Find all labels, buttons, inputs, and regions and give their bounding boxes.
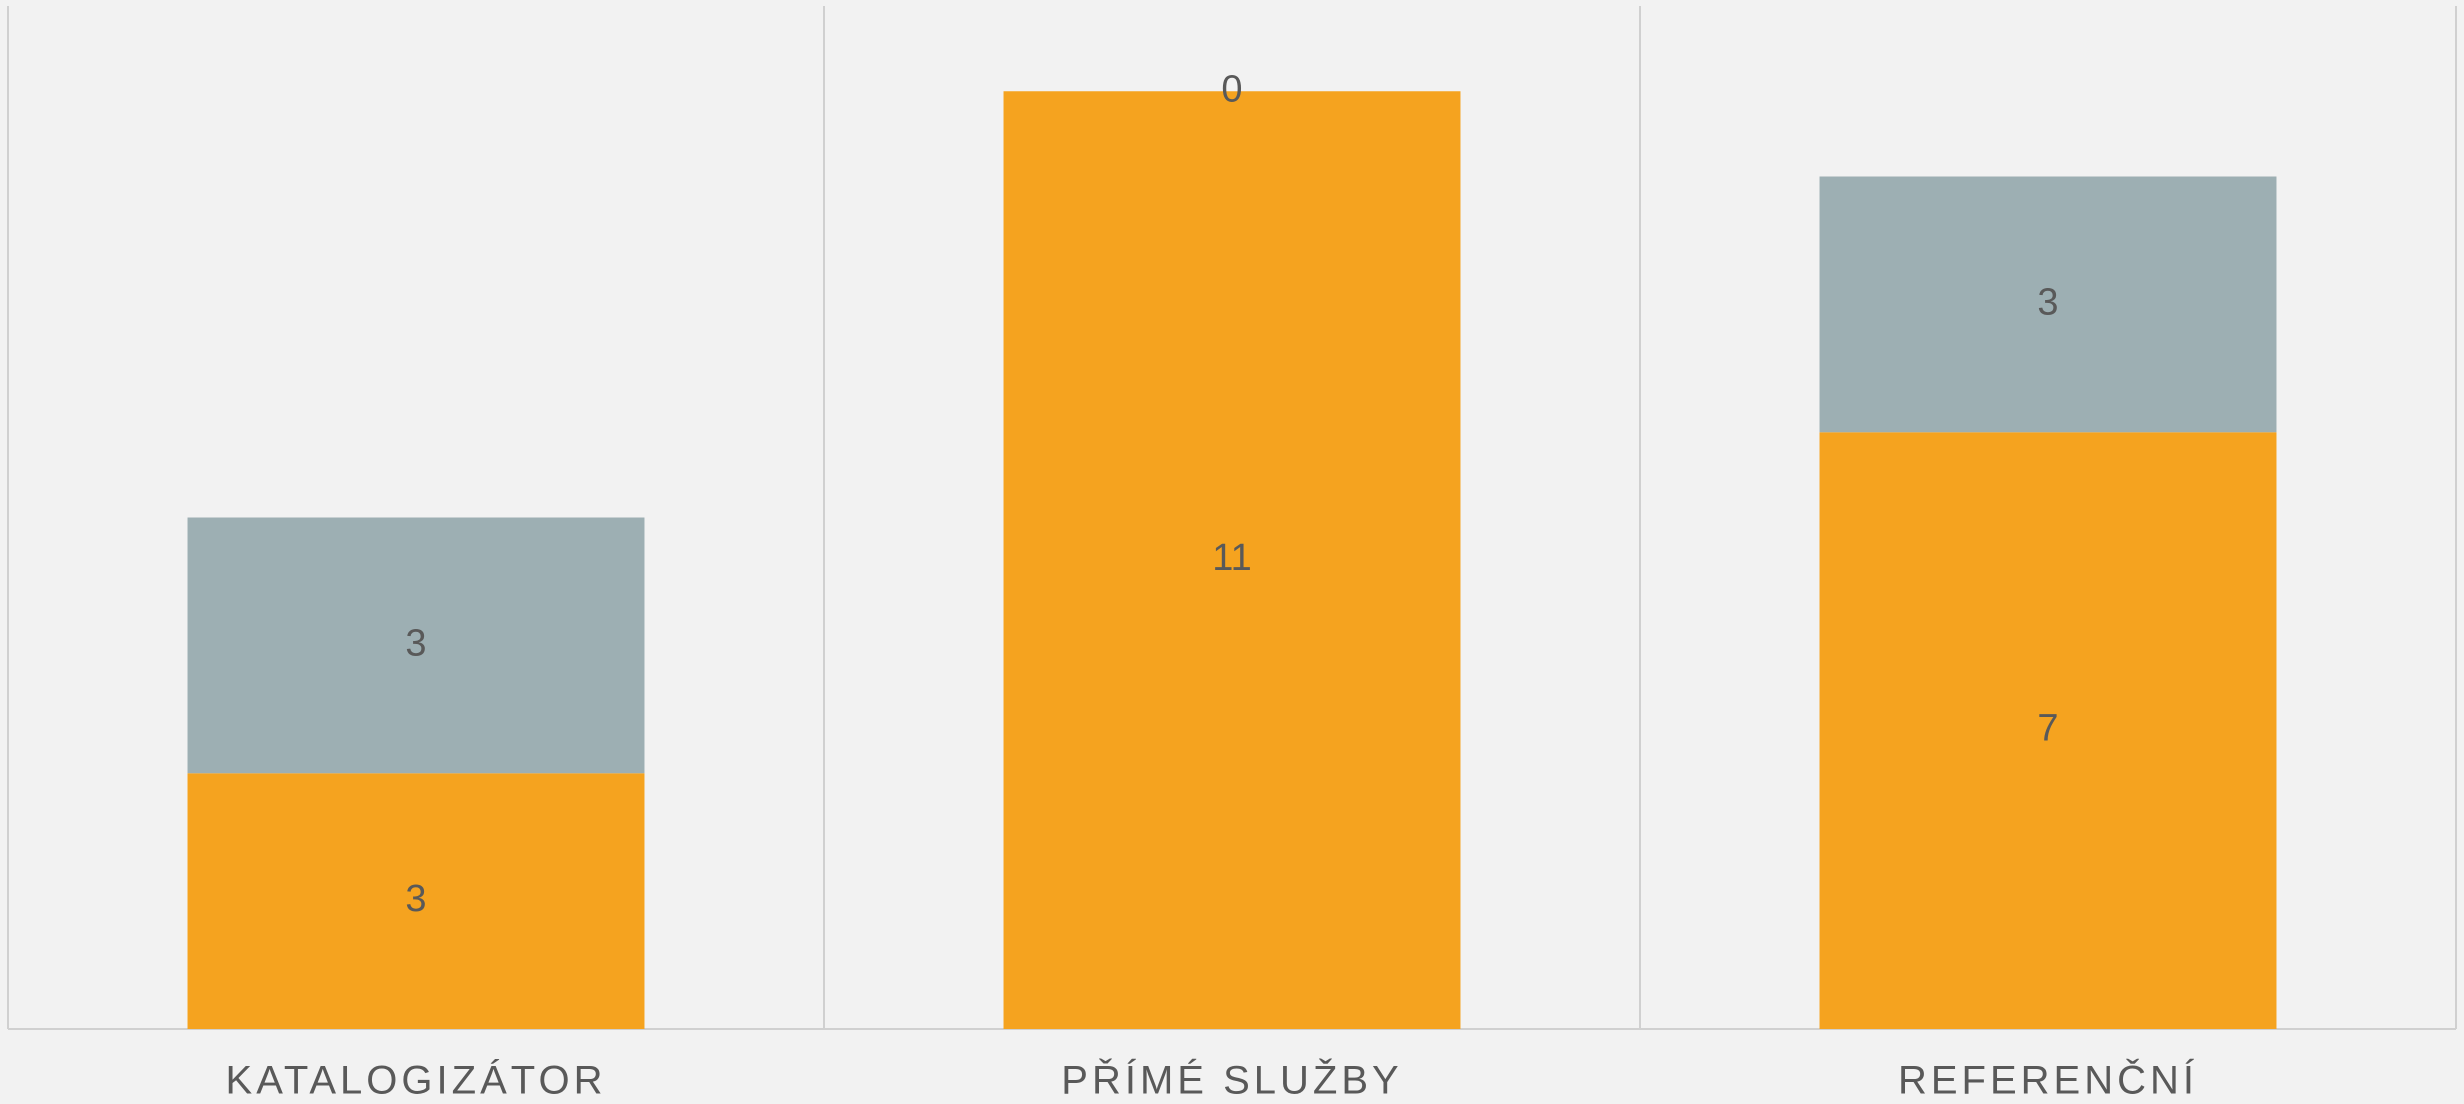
x-tick-label: REFERENČNÍ: [1898, 1058, 2198, 1103]
x-tick-label: KATALOGIZÁTOR: [226, 1058, 607, 1103]
value-label: 3: [405, 878, 426, 920]
x-tick-label: PŘÍMÉ SLUŽBY: [1061, 1058, 1402, 1103]
bar-segment: [1819, 176, 2277, 433]
bar-segment: [1819, 432, 2277, 1029]
value-label: 3: [405, 622, 426, 664]
value-label: 3: [2037, 281, 2058, 323]
value-label: 0: [1221, 68, 1242, 110]
bar-segment: [1003, 91, 1461, 1029]
value-label: 7: [2037, 708, 2058, 750]
value-label: 11: [1212, 537, 1251, 579]
bar-segment: [187, 517, 645, 774]
bar-segment: [187, 773, 645, 1029]
